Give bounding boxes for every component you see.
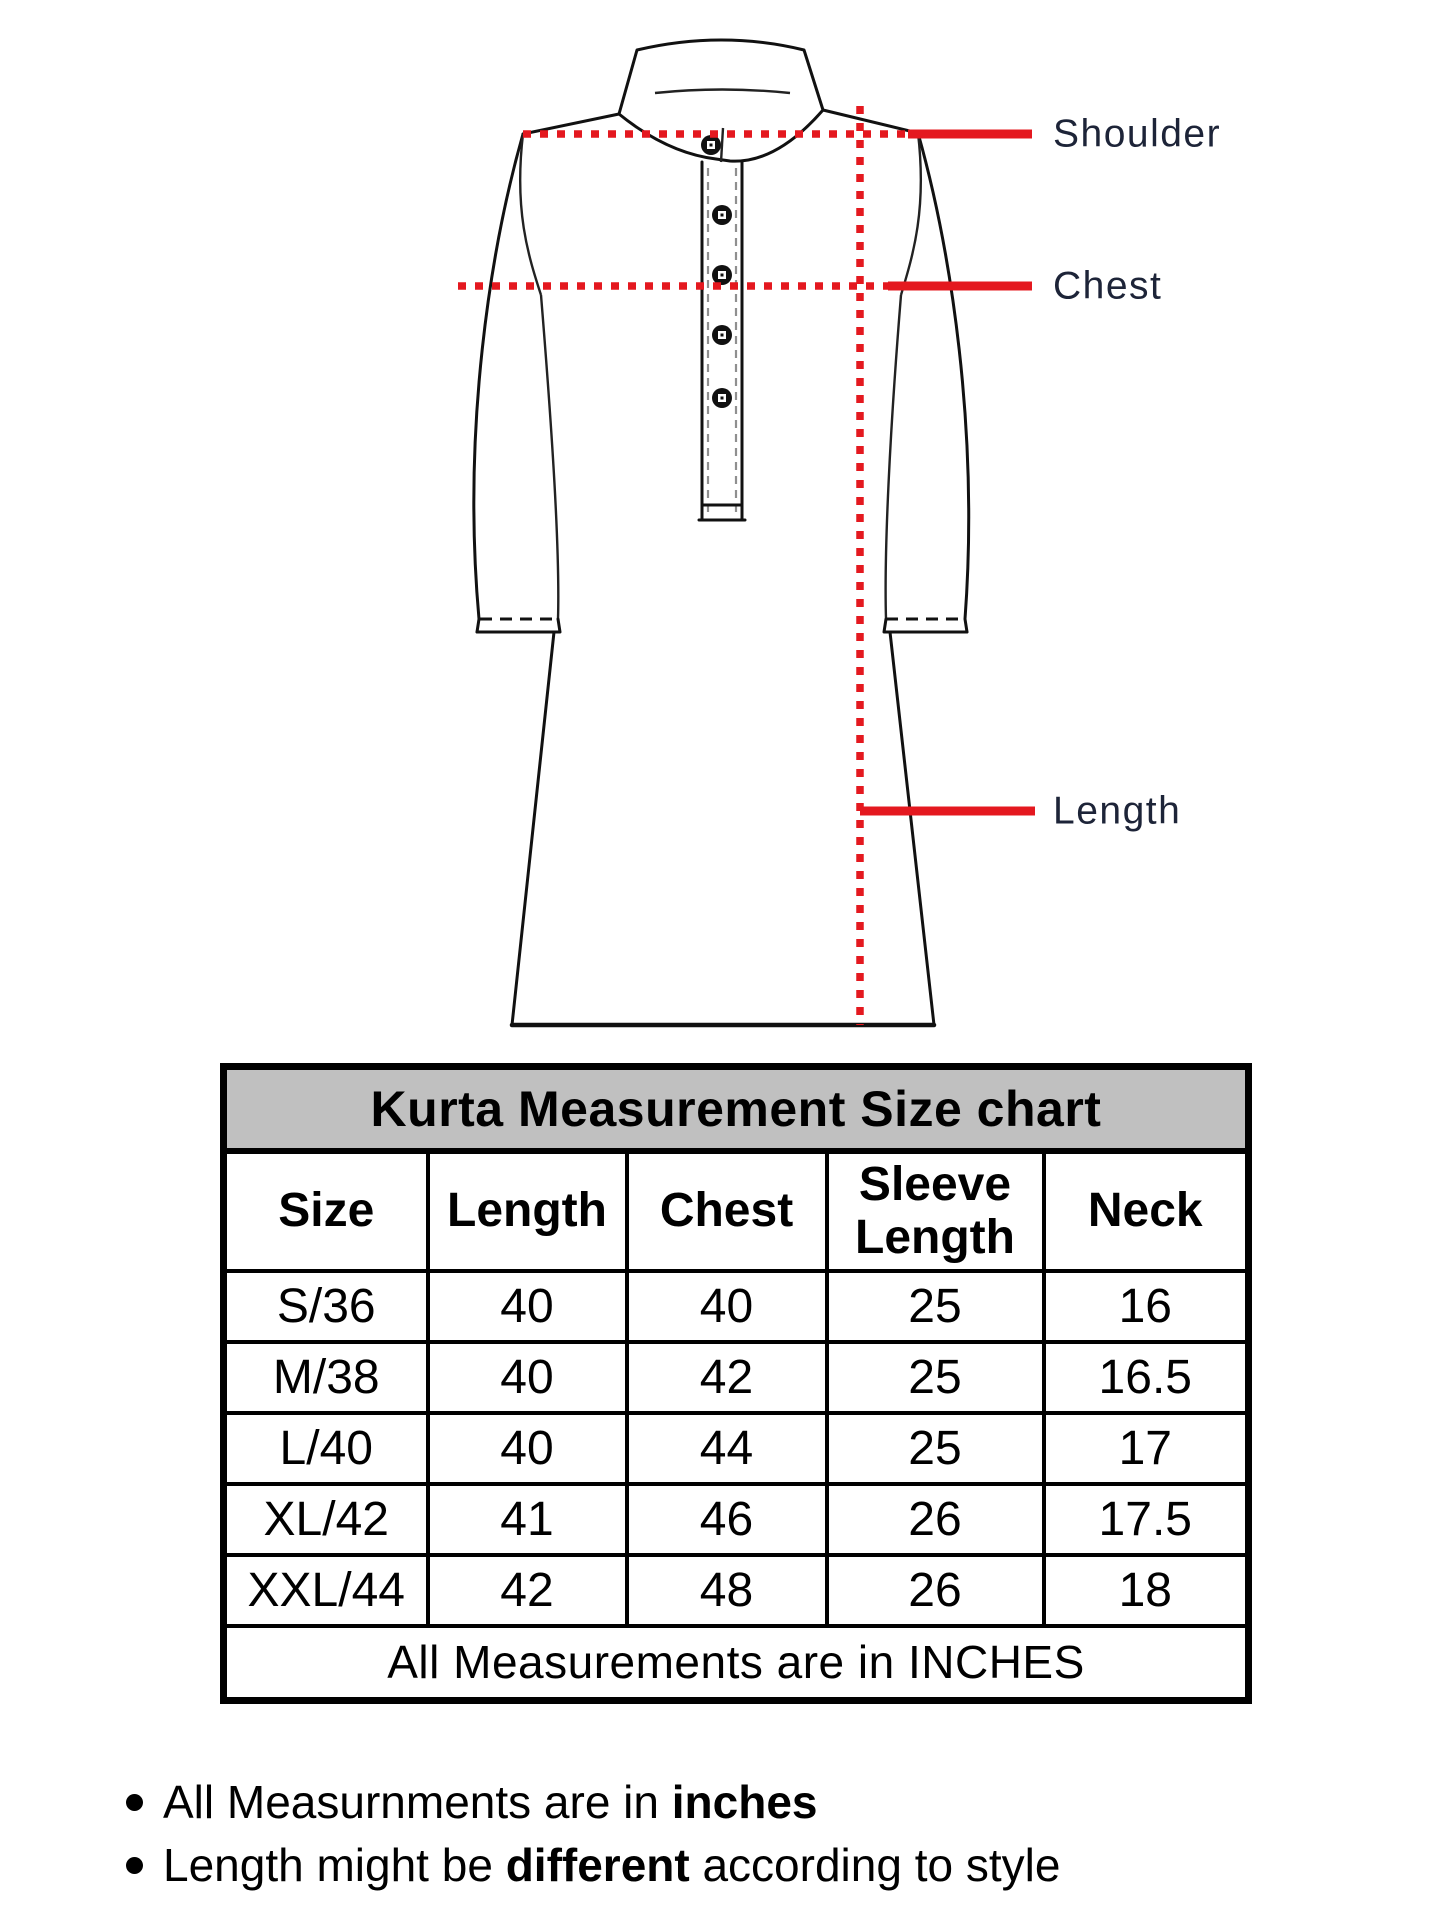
cell-chest: 46	[624, 1482, 829, 1557]
collar-outline	[617, 38, 825, 163]
right-body-side-seam	[888, 630, 936, 1027]
cell-sleeve: 25	[824, 1269, 1046, 1344]
left-cuff-bottom-edge	[475, 617, 562, 634]
cell-size: S/36	[221, 1269, 430, 1344]
placket-button-4	[712, 388, 732, 408]
cell-chest: 44	[624, 1411, 829, 1486]
column-header-length: Length	[425, 1148, 629, 1273]
left-sleeve-outer-edge	[472, 132, 525, 634]
cell-chest: 48	[624, 1553, 829, 1628]
placket-bottom-lines	[697, 503, 747, 522]
right-sleeve-inner-edge	[884, 294, 903, 620]
kurta-outline-drawing	[472, 38, 971, 1028]
collar-button	[701, 135, 721, 155]
right-cuff-bottom-edge	[882, 617, 969, 634]
cell-neck: 17.5	[1041, 1482, 1251, 1557]
footnote-length-style: Length might be different according to s…	[126, 1835, 1386, 1896]
cell-chest: 40	[624, 1269, 829, 1344]
placket-button-3	[712, 325, 732, 345]
cell-neck: 18	[1041, 1553, 1251, 1628]
table-row-xl42: XL/42 41 46 26 17.5	[221, 1482, 1251, 1557]
cell-neck: 16.5	[1041, 1340, 1251, 1415]
cell-length: 40	[425, 1340, 629, 1415]
cell-neck: 17	[1041, 1411, 1251, 1486]
column-header-sleeve-length: Sleeve Length	[824, 1148, 1046, 1273]
chest-label: Chest	[1053, 265, 1162, 308]
table-row-l40: L/40 40 44 25 17	[221, 1411, 1251, 1486]
placket-button-2	[712, 265, 732, 285]
cell-size: L/40	[221, 1411, 430, 1486]
table-header-row: Size Length Chest Sleeve Length Neck	[221, 1148, 1251, 1273]
left-sleeve-inner-edge	[539, 294, 560, 620]
footnote-text: All Measurnments are in inches	[163, 1776, 818, 1828]
table-title: Kurta Measurement Size chart	[221, 1064, 1251, 1154]
footnote-inches: All Measurnments are in inches	[126, 1772, 1386, 1833]
cell-sleeve: 26	[824, 1553, 1046, 1628]
cell-length: 41	[425, 1482, 629, 1557]
cell-sleeve: 25	[824, 1340, 1046, 1415]
cell-size: XL/42	[221, 1482, 430, 1557]
table-row-m38: M/38 40 42 25 16.5	[221, 1340, 1251, 1415]
right-armhole-curve	[899, 132, 923, 296]
cell-length: 40	[425, 1411, 629, 1486]
button-placket	[697, 159, 747, 522]
table-row-s36: S/36 40 40 25 16	[221, 1269, 1251, 1344]
column-header-chest: Chest	[624, 1148, 829, 1273]
measurement-lines	[458, 106, 1035, 1025]
cell-chest: 42	[624, 1340, 829, 1415]
table-title-row: Kurta Measurement Size chart	[221, 1064, 1251, 1154]
length-label: Length	[1053, 790, 1181, 833]
cell-neck: 16	[1041, 1269, 1251, 1344]
placket-button-1	[712, 205, 732, 225]
collar-inner-fold-line	[654, 88, 791, 95]
shoulder-label: Shoulder	[1053, 113, 1221, 156]
left-body-side-seam	[510, 630, 556, 1027]
column-header-size: Size	[221, 1148, 430, 1273]
size-chart-table-container: Kurta Measurement Size chart Size Length…	[220, 1063, 1253, 1704]
footnote-text: Length might be different according to s…	[163, 1838, 1061, 1891]
table-row-xxl44: XXL/44 42 48 26 18	[221, 1553, 1251, 1628]
right-shoulder-seam	[821, 108, 920, 135]
cell-sleeve: 26	[824, 1482, 1046, 1557]
cell-length: 40	[425, 1269, 629, 1344]
column-header-neck: Neck	[1041, 1148, 1251, 1273]
table-footer-note: All Measurements are in INCHES	[221, 1624, 1251, 1702]
cell-length: 42	[425, 1553, 629, 1628]
right-sleeve-outer-edge	[916, 131, 971, 634]
cell-sleeve: 25	[824, 1411, 1046, 1486]
cell-size: XXL/44	[221, 1553, 430, 1628]
measurement-labels: Shoulder Chest Length	[1053, 113, 1221, 833]
kurta-measurement-diagram: Shoulder Chest Length	[458, 38, 1221, 1028]
left-shoulder-seam	[521, 112, 621, 136]
collar-front-split-line	[719, 127, 725, 163]
buttons	[701, 135, 732, 408]
left-armhole-curve	[518, 133, 543, 296]
cell-size: M/38	[221, 1340, 430, 1415]
table-footer-row: All Measurements are in INCHES	[221, 1624, 1251, 1702]
size-chart-table: Kurta Measurement Size chart Size Length…	[220, 1063, 1253, 1704]
footnotes: All Measurnments are in inches Length mi…	[126, 1772, 1386, 1897]
bullet-icon	[126, 1856, 143, 1874]
bullet-icon	[126, 1794, 143, 1811]
